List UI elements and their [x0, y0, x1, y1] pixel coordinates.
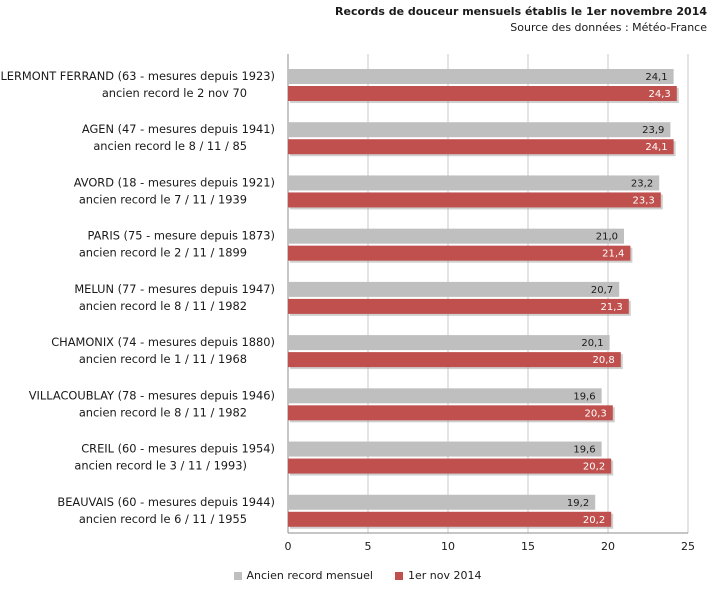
bar-old-value-label: 20,7 — [591, 285, 613, 296]
category-sublabel: ancien record le 8 / 11 / 1982 — [79, 405, 247, 419]
bar-old-record — [288, 441, 602, 457]
legend-label-old: Ancien record mensuel — [246, 569, 373, 582]
category-label: CHAMONIX (74 - mesures depuis 1880) — [51, 335, 275, 349]
bar-old-record — [288, 122, 671, 138]
x-tick-label: 0 — [285, 540, 292, 553]
category-label: PARIS (75 - mesure depuis 1873) — [87, 229, 275, 243]
bar-new-value-label: 21,4 — [602, 249, 624, 260]
bar-new-record — [288, 192, 661, 208]
bar-new-record — [288, 245, 631, 261]
bar-new-value-label: 20,3 — [585, 408, 607, 419]
bar-new-value-label: 20,2 — [583, 515, 605, 526]
bar-old-record — [288, 69, 674, 84]
bar-new-record — [288, 139, 674, 155]
legend-label-new: 1er nov 2014 — [407, 569, 482, 582]
x-tick-label: 15 — [521, 540, 535, 553]
bar-old-value-label: 19,6 — [573, 391, 595, 402]
bar-old-record — [288, 228, 624, 244]
category-label: AVORD (18 - mesures depuis 1921) — [74, 175, 275, 189]
category-label: BEAUVAIS (60 - mesures depuis 1944) — [57, 495, 275, 509]
bar-old-value-label: 19,2 — [567, 498, 589, 509]
legend-swatch-old — [233, 571, 242, 580]
bar-old-value-label: 19,6 — [573, 445, 595, 456]
bar-old-value-label: 21,0 — [596, 232, 618, 243]
category-label: AGEN (47 - mesures depuis 1941) — [82, 122, 275, 136]
x-tick-label: 20 — [601, 540, 615, 553]
bar-old-record — [288, 175, 660, 191]
chart-subtitle: Source des données : Météo-France — [510, 21, 707, 34]
bar-old-value-label: 23,9 — [642, 125, 664, 136]
category-label: VILLACOUBLAY (78 - mesures depuis 1946) — [29, 388, 275, 402]
category-sublabel: ancien record le 1 / 11 / 1968 — [79, 352, 247, 366]
x-tick-label: 10 — [441, 540, 455, 553]
bar-new-value-label: 20,8 — [593, 355, 615, 366]
bar-old-record — [288, 388, 602, 404]
bar-new-value-label: 23,3 — [633, 195, 655, 206]
bar-old-value-label: 23,2 — [631, 178, 653, 189]
bar-new-value-label: 20,2 — [583, 462, 605, 473]
legend-swatch-new — [394, 571, 403, 580]
bar-old-record — [288, 281, 620, 297]
bar-new-record — [288, 511, 612, 527]
x-tick-label: 25 — [681, 540, 695, 553]
x-tick-label: 5 — [365, 540, 372, 553]
bar-old-value-label: 20,1 — [581, 338, 603, 349]
bar-old-record — [288, 494, 596, 510]
category-label: MELUN (77 - mesures depuis 1947) — [74, 282, 275, 296]
bar-new-record — [288, 352, 621, 368]
bar-new-record — [288, 458, 612, 474]
bar-new-record — [288, 405, 613, 421]
legend: Ancien record mensuel 1er nov 2014 — [0, 569, 715, 582]
bar-new-value-label: 21,3 — [601, 302, 623, 313]
bar-chart: 0 5 10 15 20 25 CLERMONT FERRAND (63 - mesures… — [0, 54, 695, 553]
category-sublabel: ancien record le 8 / 11 / 1982 — [79, 299, 247, 313]
bar-new-record — [288, 86, 677, 101]
bar-new-value-label: 24,3 — [649, 89, 671, 100]
category-sublabel: ancien record le 7 / 11 / 1939 — [79, 192, 247, 206]
category-sublabel: ancien record le 8 / 11 / 85 — [93, 139, 247, 153]
category-label: CLERMONT FERRAND (63 - mesures depuis 19… — [0, 69, 275, 83]
legend-item-old: Ancien record mensuel — [233, 569, 373, 582]
bar-old-value-label: 24,1 — [645, 72, 667, 83]
category-sublabel: ancien record le 2 / 11 / 1899 — [79, 246, 247, 260]
category-label: CREIL (60 - mesures depuis 1954) — [81, 442, 275, 456]
category-sublabel: ancien record le 6 / 11 / 1955 — [79, 512, 247, 526]
chart-title: Records de douceur mensuels établis le 1… — [335, 5, 707, 18]
bar-new-record — [288, 298, 629, 314]
category-sublabel: ancien record le 2 nov 70 — [102, 86, 247, 100]
category-sublabel: ancien record le 3 / 11 / 1993) — [74, 459, 247, 473]
bar-old-record — [288, 335, 610, 351]
legend-item-new: 1er nov 2014 — [394, 569, 482, 582]
bar-new-value-label: 24,1 — [645, 142, 667, 153]
